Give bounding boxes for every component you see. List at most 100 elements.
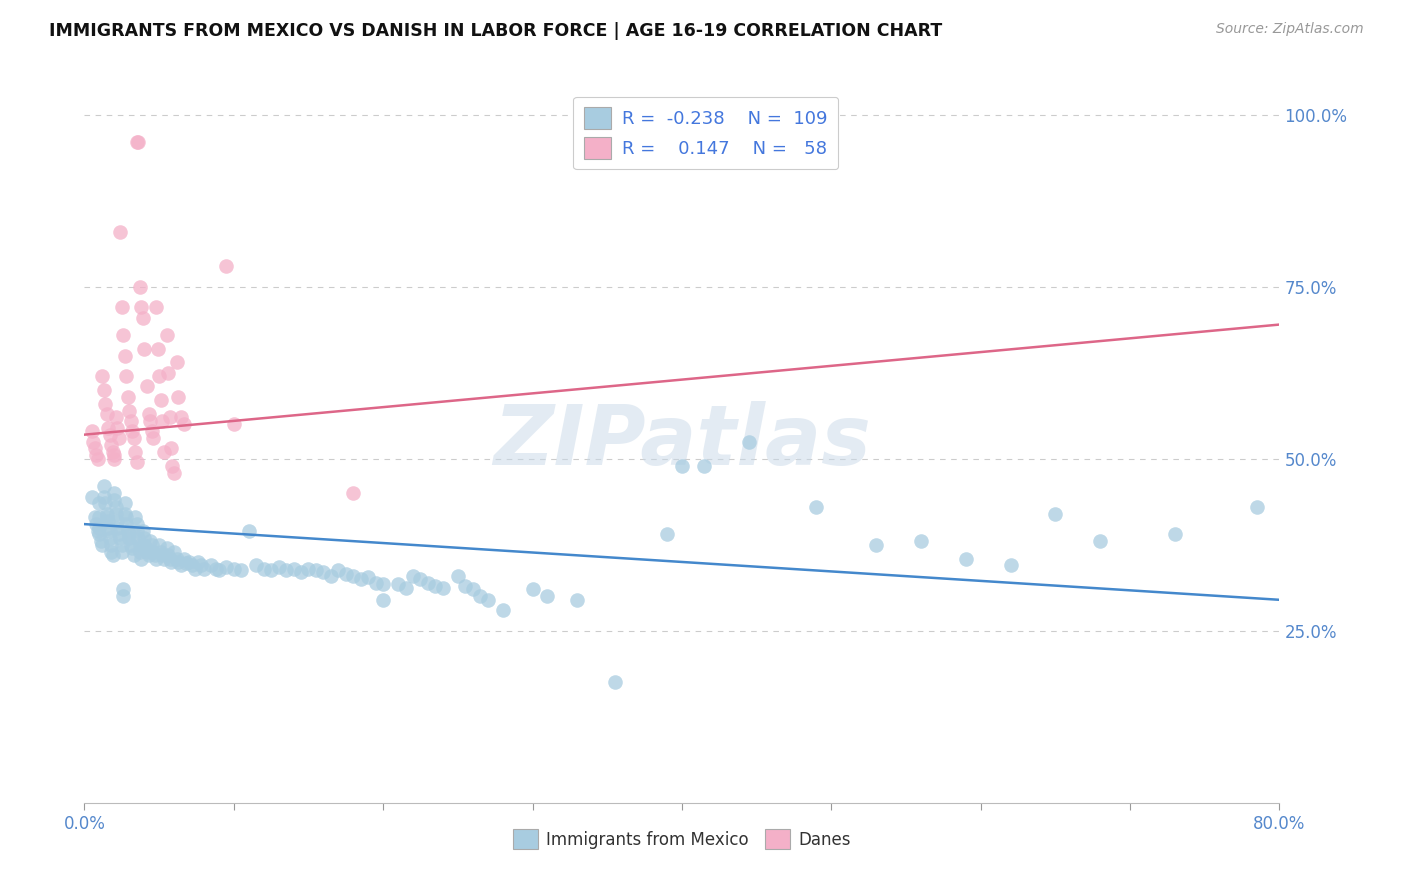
Legend: Immigrants from Mexico, Danes: Immigrants from Mexico, Danes: [506, 822, 858, 856]
Point: [127, 531, 149, 545]
Point: [104, 507, 127, 521]
Point: [86, 448, 108, 462]
Point: [121, 541, 143, 556]
Point: [190, 558, 212, 573]
Point: [124, 510, 146, 524]
Point: [157, 366, 180, 380]
Point: [231, 563, 253, 577]
Point: [215, 259, 238, 273]
Point: [139, 414, 162, 428]
Point: [110, 531, 132, 545]
Point: [118, 531, 141, 545]
Point: [1246, 500, 1268, 514]
Point: [477, 592, 499, 607]
Point: [91, 369, 114, 384]
Point: [454, 579, 477, 593]
Point: [342, 568, 364, 582]
Text: ZIPatlas: ZIPatlas: [494, 401, 870, 482]
Point: [138, 548, 160, 562]
Point: [181, 558, 204, 573]
Point: [290, 566, 312, 580]
Point: [149, 544, 172, 558]
Point: [170, 558, 193, 573]
Point: [136, 544, 159, 558]
Point: [93, 383, 115, 397]
Point: [80, 424, 103, 438]
Point: [655, 527, 678, 541]
Point: [157, 548, 180, 562]
Point: [112, 590, 135, 604]
Point: [86, 517, 108, 532]
Point: [150, 548, 173, 562]
Point: [103, 448, 125, 462]
Point: [115, 510, 138, 524]
Point: [114, 349, 136, 363]
Point: [98, 427, 121, 442]
Point: [184, 562, 207, 576]
Point: [409, 572, 432, 586]
Point: [167, 390, 190, 404]
Point: [522, 582, 544, 597]
Point: [132, 342, 156, 356]
Point: [118, 527, 141, 541]
Point: [205, 562, 228, 576]
Point: [132, 531, 156, 545]
Point: [163, 466, 186, 480]
Point: [1164, 527, 1187, 541]
Point: [114, 507, 136, 521]
Point: [160, 555, 183, 569]
Point: [135, 541, 157, 556]
Point: [128, 544, 150, 558]
Point: [141, 424, 163, 438]
Point: [222, 562, 245, 576]
Point: [83, 442, 105, 456]
Text: Source: ZipAtlas.com: Source: ZipAtlas.com: [1216, 22, 1364, 37]
Point: [461, 582, 484, 597]
Y-axis label: In Labor Force | Age 16-19: In Labor Force | Age 16-19: [0, 332, 8, 551]
Point: [238, 524, 260, 538]
Point: [120, 538, 142, 552]
Point: [253, 562, 276, 576]
Point: [1090, 534, 1112, 549]
Point: [139, 534, 162, 549]
Point: [364, 575, 387, 590]
Point: [111, 544, 134, 558]
Point: [131, 310, 153, 325]
Point: [136, 379, 159, 393]
Point: [97, 421, 120, 435]
Point: [163, 544, 186, 558]
Point: [208, 563, 231, 577]
Point: [129, 551, 152, 566]
Point: [159, 410, 181, 425]
Point: [91, 538, 114, 552]
Point: [89, 520, 111, 534]
Point: [910, 534, 932, 549]
Point: [89, 510, 111, 524]
Point: [112, 327, 135, 342]
Point: [166, 551, 188, 566]
Text: IMMIGRANTS FROM MEXICO VS DANISH IN LABOR FORCE | AGE 16-19 CORRELATION CHART: IMMIGRANTS FROM MEXICO VS DANISH IN LABO…: [49, 22, 942, 40]
Point: [162, 458, 184, 473]
Point: [432, 581, 454, 595]
Point: [603, 675, 626, 690]
Point: [141, 538, 163, 552]
Point: [83, 510, 105, 524]
Point: [103, 486, 125, 500]
Point: [103, 493, 125, 508]
Point: [104, 500, 127, 514]
Point: [865, 538, 887, 552]
Point: [103, 451, 125, 466]
Point: [122, 431, 145, 445]
Point: [125, 455, 148, 469]
Point: [671, 458, 693, 473]
Point: [177, 555, 200, 569]
Point: [145, 551, 167, 566]
Point: [416, 575, 439, 590]
Point: [160, 442, 183, 456]
Point: [350, 572, 373, 586]
Point: [335, 567, 357, 582]
Point: [305, 563, 328, 577]
Point: [693, 458, 716, 473]
Point: [93, 479, 115, 493]
Point: [274, 563, 297, 577]
